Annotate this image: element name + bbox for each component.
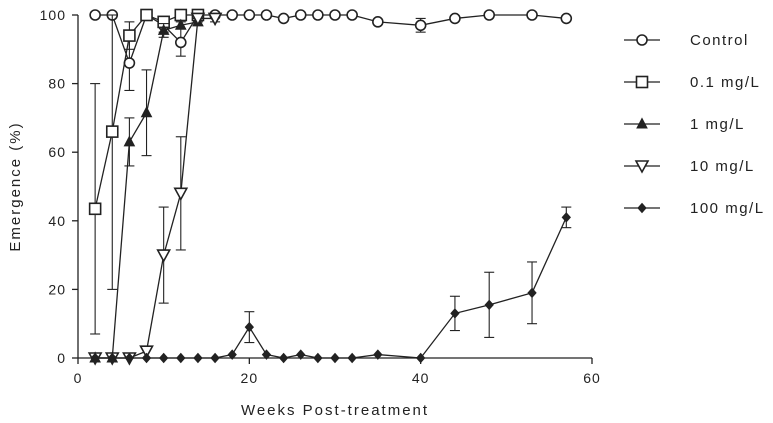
data-point <box>312 9 324 21</box>
series-layer <box>87 8 573 366</box>
x-tick-label: 20 <box>241 370 259 386</box>
legend-marker <box>634 160 650 174</box>
data-point <box>484 299 494 311</box>
y-tick-label: 20 <box>48 281 66 297</box>
data-point <box>140 106 153 118</box>
data-point <box>449 12 461 25</box>
data-point <box>105 125 119 138</box>
data-point <box>90 352 100 364</box>
axes: 0 20 40 60 80 100 0 20 40 60 <box>40 7 601 386</box>
legend-label: 10 mg/L <box>690 158 755 175</box>
data-point <box>450 308 460 319</box>
data-point <box>123 29 136 42</box>
legend-item-1: 0.1 mg/L <box>624 74 760 91</box>
data-point <box>527 287 537 299</box>
data-point <box>123 135 136 147</box>
y-tick-label: 100 <box>40 7 66 23</box>
data-point <box>243 9 256 21</box>
legend-label: 0.1 mg/L <box>690 74 760 91</box>
data-point <box>174 18 187 30</box>
series-4 <box>90 206 572 364</box>
data-point <box>123 57 136 69</box>
legend: Control 0.1 mg/L 1 mg/L 10 mg/L 100 mg/L <box>624 32 765 217</box>
data-point <box>560 12 573 25</box>
data-point <box>561 212 571 223</box>
series-3 <box>87 12 223 366</box>
data-point <box>227 349 237 360</box>
data-point <box>107 352 117 364</box>
data-point <box>278 352 289 364</box>
legend-label: Control <box>690 32 749 49</box>
data-point <box>139 345 154 359</box>
data-point <box>373 349 383 360</box>
data-point <box>526 9 538 21</box>
data-point <box>140 8 153 22</box>
x-tick-label: 0 <box>74 370 83 386</box>
data-point <box>414 19 427 32</box>
data-point <box>190 12 206 27</box>
legend-marker <box>636 34 648 46</box>
data-point <box>261 349 272 360</box>
data-point <box>226 9 238 21</box>
legend-item-3: 10 mg/L <box>624 158 755 175</box>
legend-label: 1 mg/L <box>690 116 745 133</box>
data-point <box>175 36 187 49</box>
legend-marker <box>635 75 649 89</box>
series-1 <box>88 8 205 335</box>
legend-item-0: Control <box>624 32 749 49</box>
y-axis-title: Emergence (%) <box>7 121 24 251</box>
x-tick-label: 40 <box>412 370 430 386</box>
data-point <box>294 9 307 21</box>
data-point <box>346 9 358 21</box>
data-point <box>210 352 220 364</box>
data-point <box>244 321 255 333</box>
data-point <box>193 352 203 364</box>
legend-label: 100 mg/L <box>690 200 765 217</box>
data-point <box>372 16 384 28</box>
data-point <box>277 12 290 25</box>
data-point <box>483 9 496 21</box>
data-point <box>89 9 101 21</box>
data-point <box>260 9 273 21</box>
data-point <box>88 202 102 216</box>
y-tick-label: 60 <box>48 144 66 160</box>
data-point <box>176 352 186 364</box>
data-point <box>156 249 172 263</box>
data-point <box>157 23 170 35</box>
y-tick-label: 80 <box>48 76 66 92</box>
data-point <box>313 352 323 364</box>
x-axis-title: Weeks Post-treatment <box>241 402 429 419</box>
data-point <box>415 352 426 364</box>
y-tick-label: 0 <box>57 350 66 366</box>
data-point <box>296 349 306 360</box>
legend-item-4: 100 mg/L <box>624 200 765 217</box>
legend-marker <box>636 117 648 129</box>
data-point <box>207 12 223 27</box>
series-line <box>95 14 567 65</box>
data-point <box>329 9 341 21</box>
legend-marker <box>637 202 647 214</box>
data-point <box>347 352 357 364</box>
x-tick-label: 60 <box>583 370 601 386</box>
y-tick-label: 40 <box>48 213 66 229</box>
data-point <box>173 187 189 202</box>
data-point <box>330 352 340 364</box>
legend-item-2: 1 mg/L <box>624 116 745 133</box>
data-point <box>158 352 169 364</box>
data-point <box>141 352 152 364</box>
data-point <box>124 352 135 364</box>
series-line <box>95 217 567 359</box>
